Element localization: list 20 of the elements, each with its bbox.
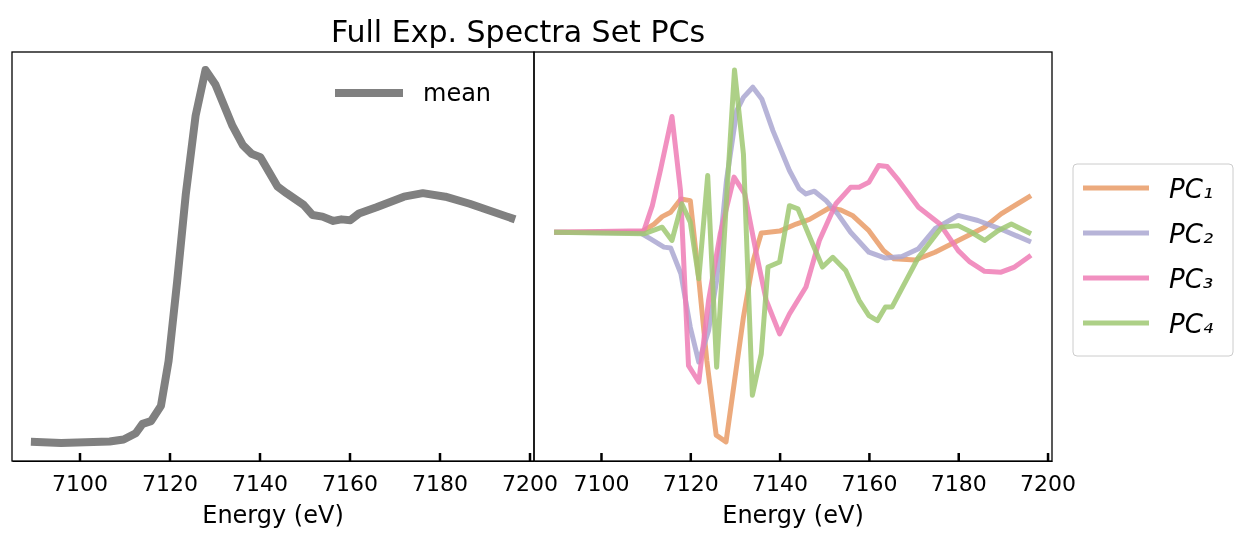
- x-tick-label: 7200: [502, 470, 558, 496]
- chart-title: Full Exp. Spectra Set PCs: [330, 14, 706, 49]
- x-tick-label: 7120: [142, 470, 198, 496]
- x-tick-label: 7140: [752, 470, 809, 496]
- legend-label: mean: [423, 79, 492, 107]
- x-tick-label: 7160: [322, 470, 378, 496]
- x-tick-label: 7100: [573, 470, 630, 496]
- x-tick-label: 7180: [412, 470, 468, 496]
- legend-label: PC₃: [1169, 264, 1214, 294]
- x-tick-label: 7160: [841, 470, 898, 496]
- legend-label: PC₄: [1169, 309, 1214, 339]
- x-tick-label: 7180: [930, 470, 987, 496]
- x-tick-label: 7100: [52, 470, 108, 496]
- legend-label: PC₂: [1169, 219, 1214, 249]
- x-tick-label: 7140: [232, 470, 288, 496]
- x-axis-title: Energy (eV): [722, 501, 864, 529]
- legend-label: PC₁: [1169, 174, 1214, 204]
- x-tick-label: 7200: [1020, 470, 1077, 496]
- x-tick-label: 7120: [662, 470, 719, 496]
- x-axis-title: Energy (eV): [202, 501, 344, 529]
